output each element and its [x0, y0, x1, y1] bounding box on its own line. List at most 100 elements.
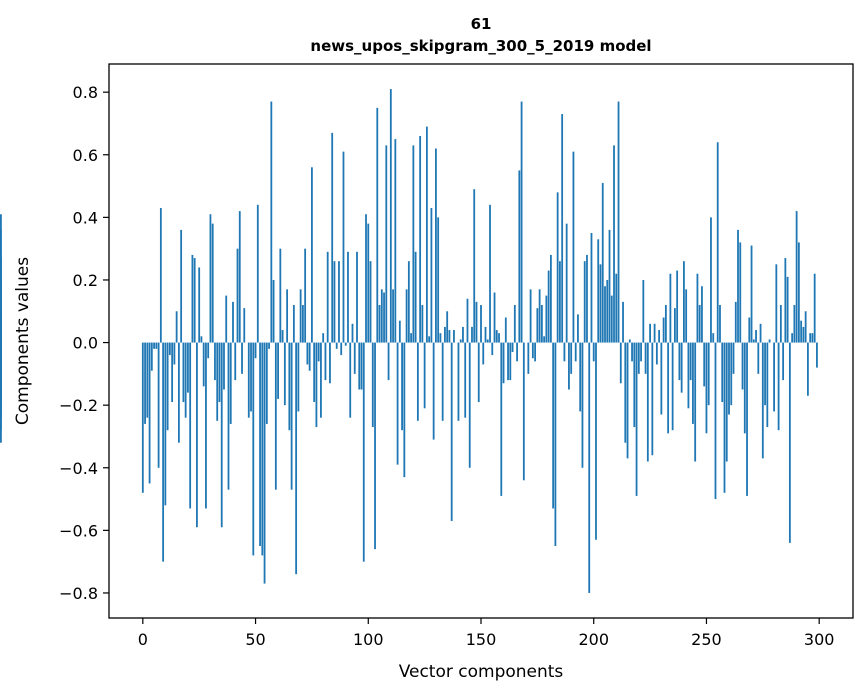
bar: [498, 333, 500, 343]
bar: [509, 342, 512, 381]
bar: [646, 342, 649, 462]
bar: [581, 342, 584, 468]
bar: [703, 342, 706, 387]
bar: [667, 342, 670, 434]
bar: [579, 342, 582, 412]
bar: [484, 326, 487, 343]
bar: [292, 305, 295, 343]
bar: [369, 261, 372, 343]
bar: [308, 342, 311, 371]
bar: [450, 342, 453, 521]
bar: [401, 342, 403, 431]
bar: [419, 135, 422, 343]
bar: [146, 342, 149, 418]
bar: [191, 254, 194, 343]
bar: [694, 342, 697, 462]
bar: [157, 342, 160, 468]
x-axis-label: Vector components: [399, 662, 564, 682]
plot-frame: [108, 63, 854, 619]
bar: [376, 107, 379, 343]
bar: [608, 229, 611, 343]
bar: [423, 342, 426, 409]
bar: [177, 342, 180, 443]
bar: [662, 317, 665, 343]
bar: [223, 342, 225, 390]
bar: [247, 342, 250, 418]
bar: [159, 207, 162, 343]
bar: [586, 254, 588, 343]
y-tick-label: 0.2: [73, 271, 98, 290]
bar: [649, 323, 651, 343]
bar: [394, 139, 397, 343]
bar: [779, 305, 782, 343]
x-tick-label: 200: [578, 630, 609, 649]
bar: [205, 342, 207, 509]
bar: [633, 342, 636, 428]
bar: [184, 342, 187, 418]
bar: [793, 305, 796, 343]
bar: [412, 145, 415, 343]
bar: [502, 342, 505, 384]
bar: [0, 258, 2, 343]
y-tick-label: −0.8: [59, 584, 98, 603]
bar: [807, 342, 809, 396]
bar: [698, 305, 701, 343]
bar: [536, 308, 539, 343]
bar: [543, 336, 546, 343]
bar: [301, 305, 304, 343]
bar: [432, 342, 435, 440]
bar: [741, 342, 744, 390]
bar: [216, 342, 219, 421]
bar: [655, 342, 658, 365]
bar: [489, 204, 491, 343]
bar: [168, 342, 171, 356]
bar: [268, 342, 270, 349]
bar: [475, 301, 478, 343]
bar: [556, 192, 559, 343]
x-tick-label: 300: [804, 630, 835, 649]
bar: [570, 342, 573, 374]
bar: [795, 211, 798, 343]
bar: [507, 342, 509, 381]
bar: [320, 342, 322, 418]
bar: [577, 314, 579, 343]
bar: [362, 342, 365, 562]
bar: [680, 342, 683, 393]
bar: [229, 342, 232, 424]
bar: [777, 342, 780, 431]
bar: [610, 295, 613, 343]
bar: [462, 326, 464, 343]
bar: [241, 342, 243, 374]
bar: [187, 342, 189, 393]
bar: [816, 342, 818, 368]
bar: [196, 342, 198, 528]
bar: [513, 305, 516, 343]
bar: [486, 339, 489, 343]
bar: [624, 342, 627, 443]
bar: [707, 342, 710, 406]
bar: [471, 326, 473, 343]
bar: [299, 289, 302, 343]
bar: [380, 289, 383, 343]
bar: [344, 342, 347, 346]
bar: [547, 270, 550, 343]
bar: [788, 342, 791, 543]
bar: [529, 289, 532, 343]
bar: [791, 333, 794, 343]
bar: [175, 311, 178, 343]
bar: [272, 279, 275, 343]
bar: [671, 342, 674, 431]
bar: [613, 145, 615, 343]
bar: [290, 342, 293, 490]
bar: [317, 342, 320, 362]
bar: [775, 264, 778, 343]
bar: [658, 330, 661, 343]
bar: [209, 214, 212, 343]
bar: [200, 336, 203, 343]
bar: [725, 342, 728, 462]
bar: [696, 273, 699, 343]
bar: [238, 211, 241, 343]
bar: [243, 308, 246, 343]
bar: [683, 261, 685, 343]
